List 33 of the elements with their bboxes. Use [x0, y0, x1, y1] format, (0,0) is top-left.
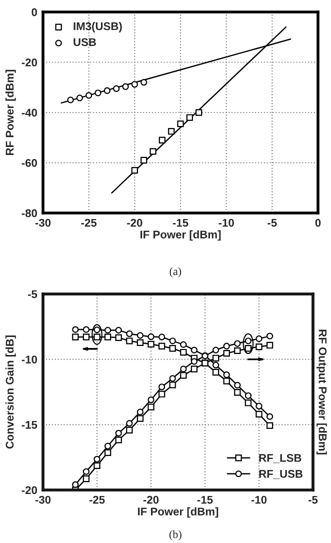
y-tick-label: -20 [22, 486, 37, 494]
x-tick-label: -15 [172, 218, 188, 227]
x-axis-title: IF Power [dBm] [138, 507, 218, 518]
x-tick-label: -15 [197, 496, 213, 504]
y-axis-title: Conversion Gain [dB] [5, 336, 16, 449]
x-tick-label: -30 [35, 218, 51, 227]
x-tick-label: -30 [35, 496, 51, 504]
legend-label: USB [74, 38, 96, 46]
y-tick-label: -10 [22, 356, 37, 364]
y-axis-title: RF Power [dBm] [5, 70, 16, 155]
y-tick-label: 0 [32, 8, 37, 16]
y-tick-label: -40 [22, 108, 37, 117]
y-tick-label: -60 [22, 159, 37, 167]
legend-label: RF_USB [259, 470, 302, 480]
x-tick-label: -20 [127, 218, 142, 227]
y-tick-label: -80 [22, 209, 37, 218]
y-tick-label: -5 [28, 290, 38, 298]
x-tick-label: -5 [308, 496, 318, 504]
x-tick-label: -10 [251, 496, 267, 504]
x-tick-label: -20 [143, 496, 159, 504]
y-tick-label: -20 [22, 58, 37, 66]
x-tick-label: 0 [315, 218, 321, 227]
text: (a) [170, 267, 182, 278]
x-tick-label: -5 [268, 218, 277, 227]
y-tick-label: -15 [22, 421, 38, 429]
x-axis-title: IF Power [dBm] [140, 230, 221, 241]
legend-label: IM3(USB) [74, 22, 122, 32]
x-tick-label: -25 [89, 496, 105, 504]
x-tick-label: -10 [218, 218, 234, 227]
y2-axis-title: RF Output Power [dBm] [316, 330, 327, 454]
text: (b) [169, 530, 182, 540]
legend-label: RF_LSB [259, 454, 302, 464]
x-tick-label: -25 [81, 218, 97, 227]
